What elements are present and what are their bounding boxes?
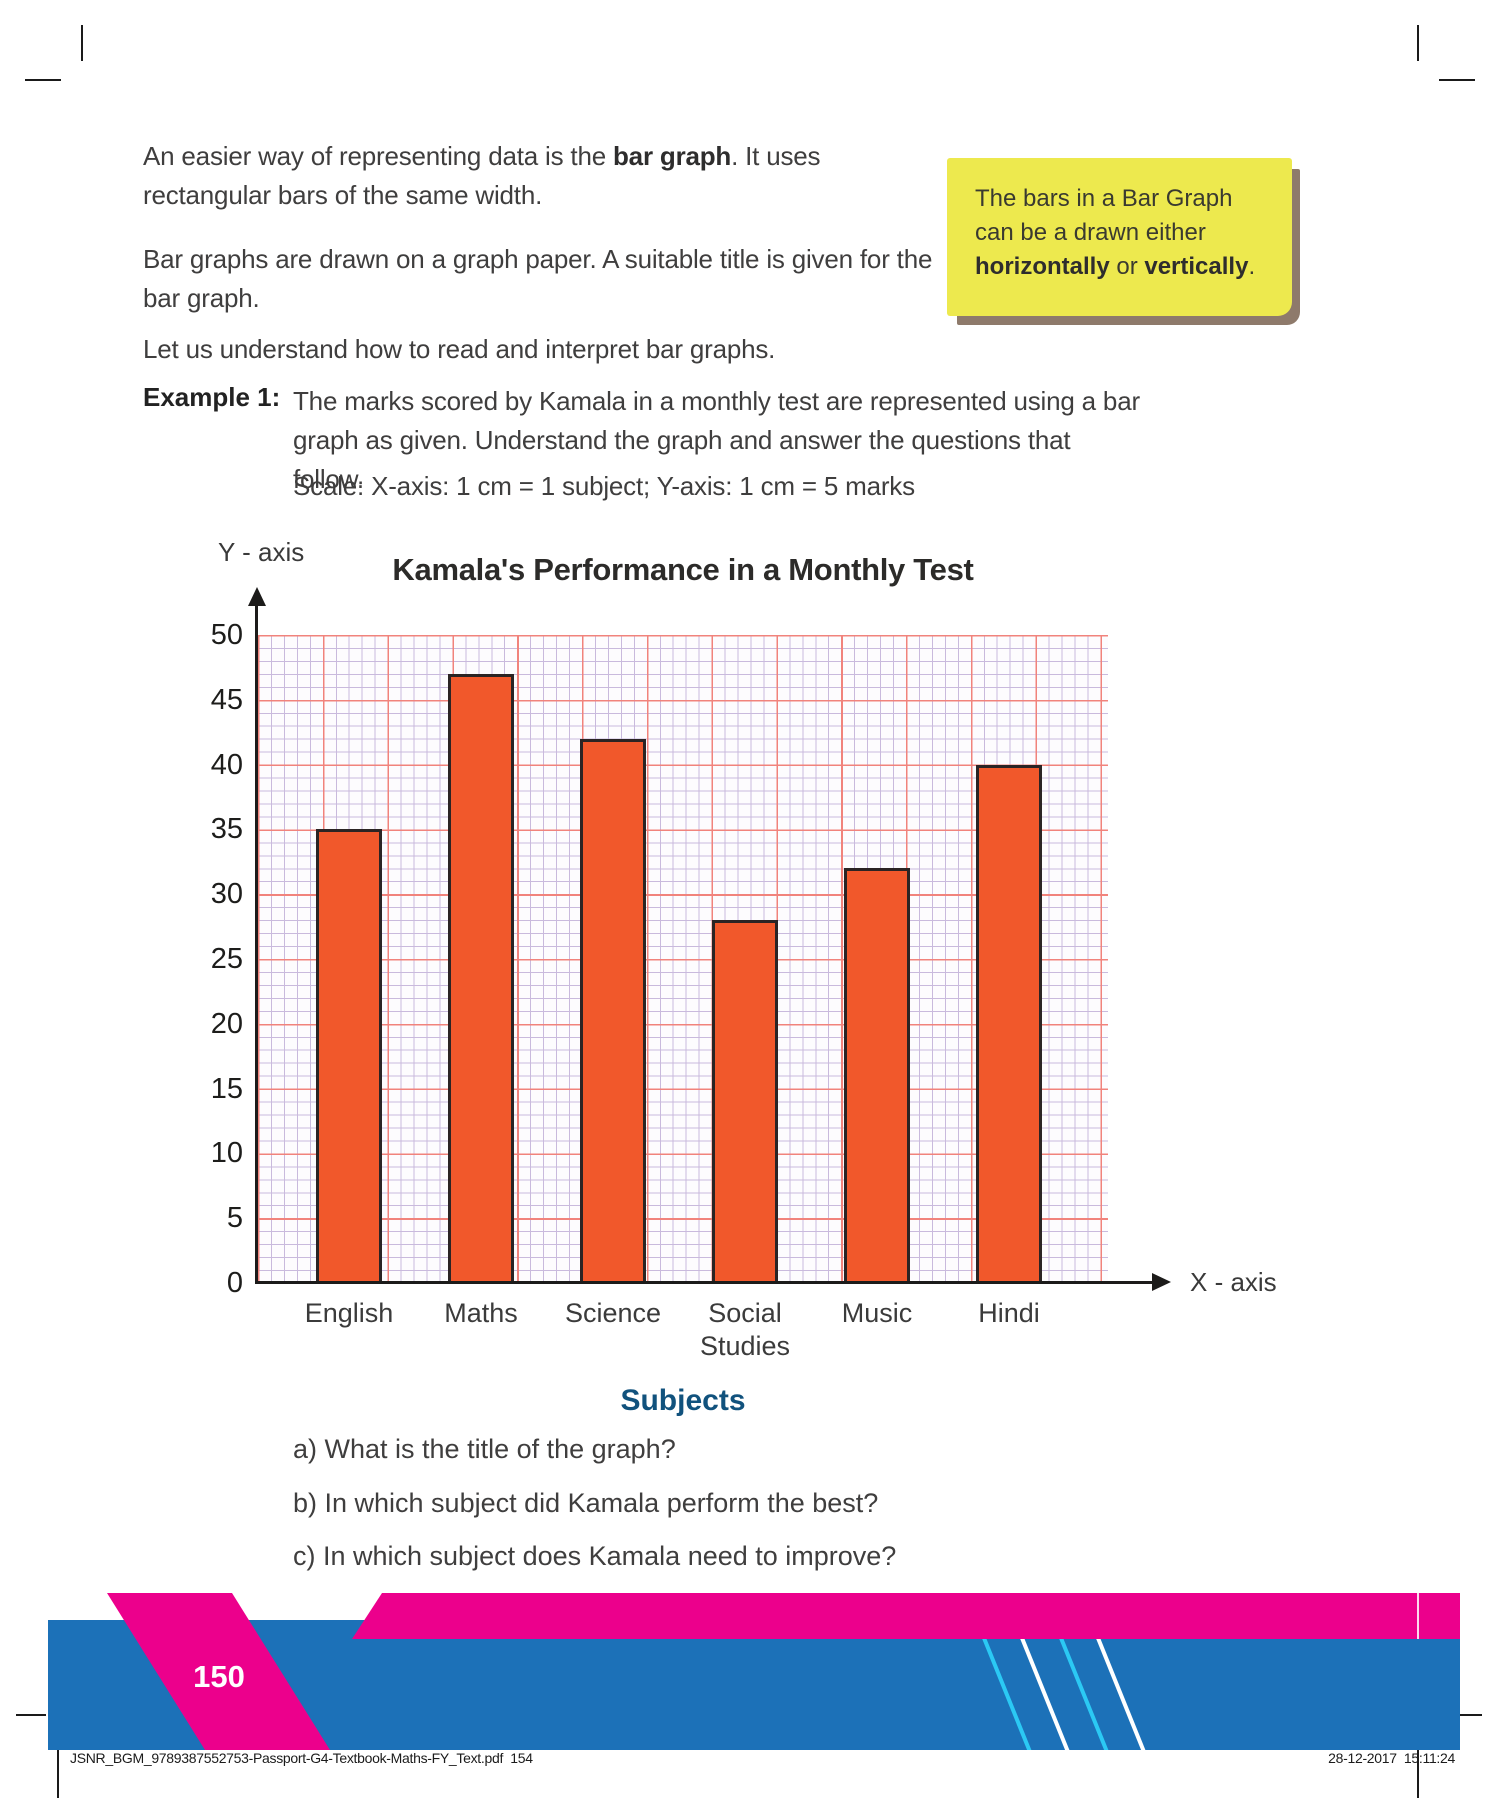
- x-axis-line: [255, 1281, 1152, 1284]
- crop-mark-bottom-left-h: [16, 1714, 46, 1716]
- footer-file-name: JSNR_BGM_9789387552753-Passport-G4-Textb…: [70, 1750, 533, 1766]
- question-a: a) What is the title of the graph?: [293, 1434, 676, 1464]
- y-tick-15: 15: [210, 1072, 243, 1105]
- crop-mark-top-left-v: [81, 25, 83, 61]
- paragraph-intro-tail: . It uses rectangular bars of the same w…: [143, 141, 821, 210]
- paragraph-lets-understand: Let us understand how to read and interp…: [143, 334, 776, 364]
- question-b: b) In which subject did Kamala perform t…: [293, 1488, 879, 1518]
- y-tick-10: 10: [210, 1137, 243, 1170]
- crop-mark-bottom-left-v: [57, 1736, 59, 1798]
- y-axis-ticks: 0 5 10 15 20 25 30 35 40 45 50: [150, 619, 243, 1299]
- bar-maths: [448, 673, 514, 1283]
- chart-title: Kamala's Performance in a Monthly Test: [392, 552, 974, 587]
- paragraph-intro-text: An easier way of representing data is th…: [143, 141, 613, 171]
- chart-x-title: Subjects: [620, 1384, 746, 1417]
- note-bold-horizontally: horizontally: [975, 253, 1110, 280]
- note-text: The bars in a Bar Graph can be a drawn e…: [975, 185, 1233, 246]
- footer-diagonal-line: [973, 1620, 1037, 1750]
- x-label-social-studies: Social Studies: [699, 1298, 791, 1361]
- page-number: 150: [193, 1659, 245, 1694]
- x-axis-name-label: X - axis: [1190, 1267, 1277, 1297]
- y-axis-line: [255, 604, 258, 1283]
- y-tick-40: 40: [210, 748, 243, 781]
- example-label: Example 1:: [143, 382, 281, 412]
- question-c: c) In which subject does Kamala need to …: [293, 1541, 897, 1571]
- y-tick-5: 5: [226, 1202, 243, 1235]
- footer-pink-band: [352, 1593, 1460, 1639]
- y-tick-45: 45: [210, 683, 243, 716]
- y-axis-name-label: Y - axis: [218, 537, 305, 567]
- bar-science: [580, 738, 646, 1283]
- x-label-maths: Maths: [444, 1298, 518, 1328]
- y-tick-30: 30: [210, 878, 243, 911]
- x-label-english: English: [304, 1298, 394, 1328]
- crop-mark-bottom-right-v: [1417, 1736, 1419, 1798]
- y-tick-25: 25: [210, 943, 243, 975]
- x-axis-arrow-icon: [1152, 1273, 1171, 1291]
- bar-graph-bold: bar graph: [613, 141, 732, 171]
- y-tick-50: 50: [210, 619, 243, 651]
- scale-line: Scale: X-axis: 1 cm = 1 subject; Y-axis:…: [293, 471, 915, 501]
- crop-mark-top-right-v: [1417, 25, 1419, 61]
- paragraph-intro: An easier way of representing data is th…: [143, 137, 843, 215]
- plot-area: [258, 635, 1108, 1283]
- crop-mark-bottom-right-h: [1452, 1714, 1482, 1716]
- bar-english: [316, 829, 382, 1283]
- note-bold-vertically: vertically: [1144, 253, 1249, 280]
- note-or: or: [1109, 253, 1145, 280]
- x-label-hindi: Hindi: [978, 1298, 1040, 1328]
- footer-trim-line: [1417, 1593, 1419, 1639]
- footer-timestamp: 28-12-2017 15:11:24: [1328, 1750, 1455, 1766]
- x-label-science: Science: [564, 1298, 662, 1328]
- bar-social-studies: [712, 920, 778, 1283]
- note-period: .: [1248, 253, 1256, 280]
- x-label-music: Music: [841, 1298, 913, 1328]
- bar-hindi: [976, 764, 1042, 1283]
- y-axis-arrow-icon: [248, 587, 266, 606]
- example-text: The marks scored by Kamala in a monthly …: [293, 386, 1140, 494]
- crop-mark-top-right-h: [1439, 79, 1475, 81]
- y-tick-20: 20: [210, 1007, 243, 1040]
- sticky-note: The bars in a Bar Graph can be a drawn e…: [947, 158, 1292, 316]
- y-tick-35: 35: [210, 813, 243, 846]
- y-tick-0: 0: [226, 1267, 243, 1299]
- x-axis-category-labels: English Maths Science Social Studies Music Hi…: [258, 1297, 1108, 1377]
- bar-music: [844, 868, 910, 1283]
- paragraph-graph-paper: Bar graphs are drawn on a graph paper. A…: [143, 244, 933, 313]
- crop-mark-top-left-h: [25, 79, 61, 81]
